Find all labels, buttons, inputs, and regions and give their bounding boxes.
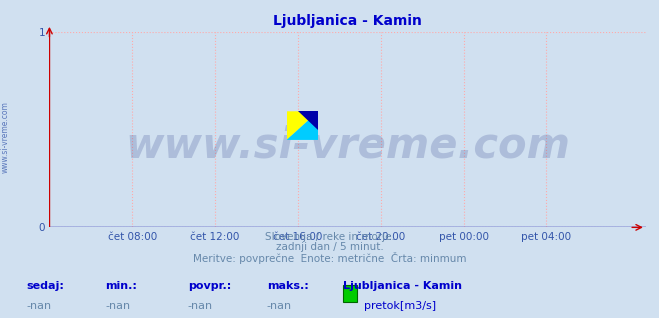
Polygon shape — [298, 111, 318, 130]
Text: Meritve: povprečne  Enote: metrične  Črta: minmum: Meritve: povprečne Enote: metrične Črta:… — [192, 252, 467, 264]
Text: -nan: -nan — [267, 301, 292, 310]
Text: www.si-vreme.com: www.si-vreme.com — [125, 124, 570, 166]
Title: Ljubljanica - Kamin: Ljubljanica - Kamin — [273, 14, 422, 28]
Text: maks.:: maks.: — [267, 281, 308, 291]
Text: min.:: min.: — [105, 281, 137, 291]
Text: pretok[m3/s]: pretok[m3/s] — [364, 301, 436, 310]
Text: Slovenija / reke in morje.: Slovenija / reke in morje. — [264, 232, 395, 241]
Polygon shape — [287, 111, 318, 140]
Text: www.si-vreme.com: www.si-vreme.com — [1, 101, 10, 173]
Text: sedaj:: sedaj: — [26, 281, 64, 291]
Polygon shape — [287, 111, 318, 140]
Text: Ljubljanica - Kamin: Ljubljanica - Kamin — [343, 281, 462, 291]
Text: -nan: -nan — [188, 301, 213, 310]
Text: -nan: -nan — [26, 301, 51, 310]
Text: zadnji dan / 5 minut.: zadnji dan / 5 minut. — [275, 242, 384, 252]
Text: povpr.:: povpr.: — [188, 281, 231, 291]
Text: -nan: -nan — [105, 301, 130, 310]
